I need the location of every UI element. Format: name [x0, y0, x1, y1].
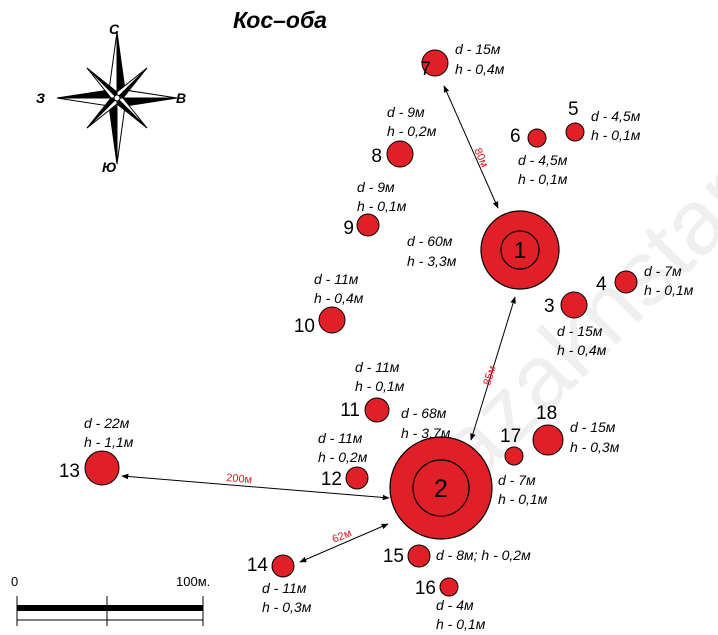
mound-12-diameter: d - 11м: [318, 430, 363, 446]
mound-3-diameter: d - 15м: [557, 323, 603, 339]
distance-arrow-1-2: [470, 296, 516, 441]
map-title: Кос–оба: [233, 7, 327, 33]
compass-south-label: Ю: [102, 159, 117, 175]
mound-8-diameter: d - 9м: [387, 104, 425, 120]
mound-5-height: h - 0,1м: [591, 127, 641, 143]
mound-3-height: h - 0,4м: [557, 342, 607, 358]
mound-4-diameter: d - 7м: [644, 263, 682, 279]
mound-2-height: h - 3,7м: [401, 425, 451, 441]
mound-8-number: 8: [371, 146, 382, 167]
mound-14-diameter: d - 11м: [262, 580, 307, 596]
distance-arrow-2-13: [121, 473, 390, 501]
mound-4-height: h - 0,1м: [644, 282, 694, 298]
distance-label-2-14: 62м: [331, 527, 354, 546]
mound-18-height: h - 0,3м: [570, 439, 620, 455]
mound-1-height: h - 3,3м: [407, 253, 457, 269]
mound-15: [407, 544, 431, 568]
mound-8: [386, 140, 414, 168]
mound-7: [421, 49, 449, 77]
mound-13-height: h - 1,1м: [84, 434, 134, 450]
mound-14-number: 14: [247, 555, 269, 576]
mound-3-number: 3: [544, 296, 555, 317]
mound-16-number: 16: [415, 578, 436, 599]
distance-label-1-2: 85м: [481, 364, 498, 386]
mound-11: [364, 397, 390, 423]
mound-12-height: h - 0,2м: [318, 449, 368, 465]
mound-13: [84, 450, 120, 486]
mound-2-diameter: d - 68м: [401, 405, 447, 421]
mound-18-number: 18: [536, 403, 557, 424]
mound-9-diameter: d - 9м: [357, 179, 395, 195]
mound-1-number: 1: [514, 237, 527, 263]
mound-12: [345, 466, 369, 490]
mound-2: 2: [389, 436, 493, 540]
compass-rose-icon: [56, 31, 178, 165]
mound-4: [614, 270, 638, 294]
mound-2-number: 2: [434, 475, 448, 503]
mound-6-diameter: d - 4,5м: [518, 152, 568, 168]
mound-10: [318, 306, 346, 334]
mound-14: [271, 554, 295, 578]
mound-17-height: h - 0,1м: [498, 491, 548, 507]
mound-4-number: 4: [596, 274, 607, 295]
mound-17: [504, 446, 524, 466]
mound-11-number: 11: [340, 400, 360, 421]
compass-north-label: С: [109, 21, 120, 37]
mound-11-height: h - 0,1м: [355, 378, 405, 394]
mound-9-number: 9: [343, 218, 354, 239]
distance-label-1-7: 80м: [471, 146, 490, 169]
mound-5: [565, 122, 585, 142]
distance-arrow-1-7: [443, 85, 499, 209]
mound-10-height: h - 0,4м: [314, 290, 364, 306]
mound-7-height: h - 0,4м: [455, 61, 505, 77]
mound-6-height: h - 0,1м: [518, 171, 568, 187]
scale-start-label: 0: [11, 574, 18, 589]
mound-13-number: 13: [59, 461, 80, 482]
compass-east-label: В: [176, 90, 186, 106]
mound-5-number: 5: [568, 99, 579, 120]
mound-9-height: h - 0,1м: [357, 198, 407, 214]
mound-13-diameter: d - 22м: [84, 415, 130, 431]
mound-1-diameter: d - 60м: [407, 233, 453, 249]
mound-7-number: 7: [420, 59, 431, 80]
mound-12-number: 12: [321, 469, 342, 490]
mound-6-number: 6: [510, 126, 521, 147]
mound-15-dimensions: d - 8м; h - 0,2м: [436, 547, 531, 563]
mound-7-diameter: d - 15м: [455, 41, 501, 57]
mound-18-diameter: d - 15м: [570, 419, 616, 435]
scale-bar: [16, 596, 204, 626]
mound-11-diameter: d - 11м: [355, 359, 400, 375]
distance-label-2-13: 200м: [226, 472, 253, 486]
mound-5-diameter: d - 4,5м: [591, 108, 641, 124]
mound-17-number: 17: [500, 426, 521, 447]
mound-14-height: h - 0,3м: [262, 599, 312, 615]
mound-8-height: h - 0,2м: [387, 123, 437, 139]
compass-west-label: З: [36, 90, 45, 106]
mound-9: [356, 213, 380, 237]
mound-16: [439, 577, 459, 597]
mound-16-diameter: d - 4м: [436, 597, 474, 613]
mound-16-height: h - 0,1м: [436, 616, 486, 632]
mound-3: [560, 291, 588, 319]
scale-end-label: 100м.: [176, 574, 210, 589]
mound-10-number: 10: [294, 316, 315, 337]
mound-1: 1: [480, 210, 560, 290]
mound-18: [532, 424, 564, 456]
mound-17-diameter: d - 7м: [498, 472, 536, 488]
mound-15-number: 15: [383, 546, 404, 567]
mound-10-diameter: d - 11м: [314, 271, 359, 287]
distance-arrow-2-14: [299, 523, 389, 563]
mound-6: [527, 128, 547, 148]
